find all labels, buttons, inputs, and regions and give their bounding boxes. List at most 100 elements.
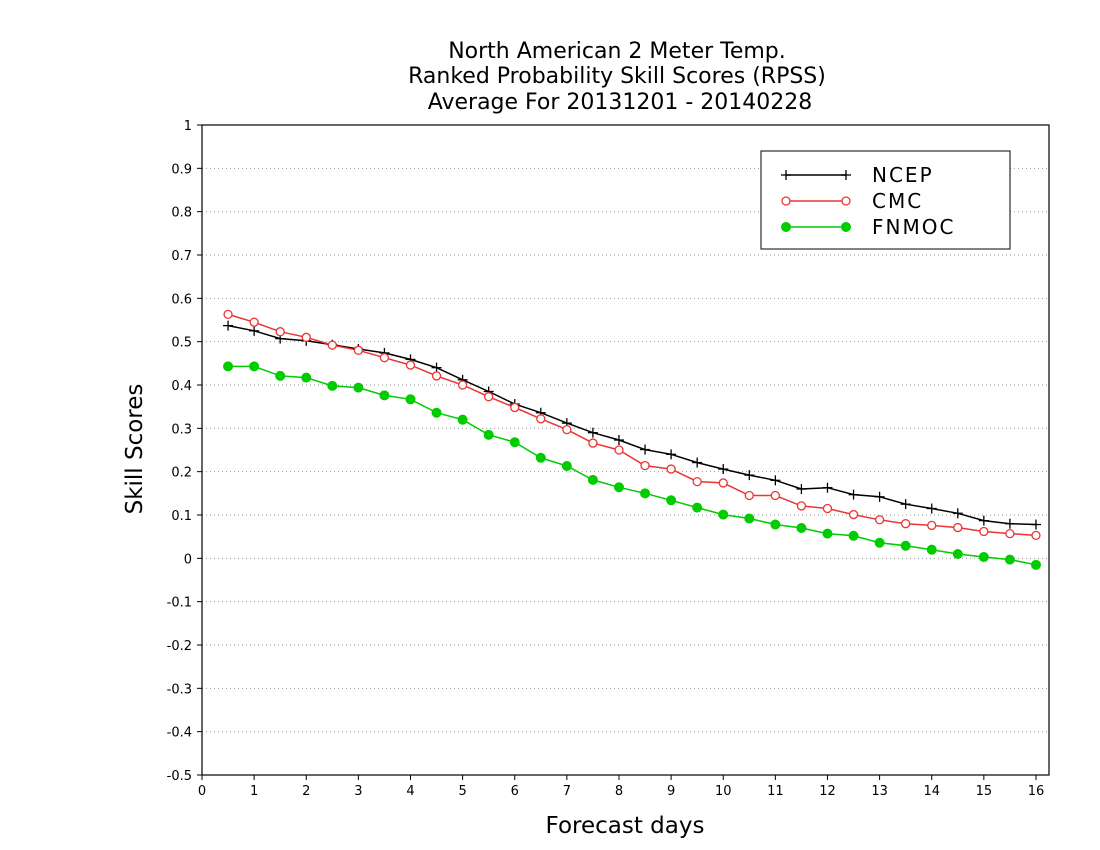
data-point-ncep: [666, 449, 677, 460]
legend-label-fnmoc: FNMOC: [872, 215, 955, 239]
x-tick-label: 16: [1028, 784, 1045, 799]
data-point-fnmoc: [744, 513, 755, 524]
data-point-cmc: [536, 414, 546, 424]
data-point-ncep: [926, 503, 937, 514]
y-tick-label: 0.8: [171, 206, 192, 221]
y-tick-label: 0: [184, 552, 192, 567]
data-point-ncep: [978, 515, 989, 526]
data-point-ncep: [223, 320, 234, 331]
data-point-cmc: [484, 392, 494, 402]
y-tick-label: -0.1: [167, 596, 192, 611]
data-point-ncep: [692, 457, 703, 468]
legend-marker-fnmoc: [781, 222, 791, 232]
series-line-fnmoc: [228, 365, 1037, 566]
legend-marker-fnmoc: [841, 222, 851, 232]
legend-label-cmc: CMC: [872, 189, 923, 213]
data-point-fnmoc: [249, 361, 260, 372]
data-point-fnmoc: [978, 552, 989, 563]
legend-box: [760, 150, 1011, 250]
y-tick-label: -0.5: [167, 769, 192, 784]
y-tick-label: 0.6: [171, 292, 192, 307]
legend-marker-ncep: [781, 170, 791, 180]
y-tick-label: -0.2: [167, 639, 192, 654]
data-point-ncep: [874, 491, 885, 502]
data-point-cmc: [692, 476, 702, 487]
x-tick-label: 4: [406, 784, 414, 799]
data-point-cmc: [901, 519, 911, 529]
data-point-fnmoc: [718, 509, 729, 520]
title-line-1: North American 2 Meter Temp.: [448, 39, 786, 64]
y-tick-label: -0.3: [167, 682, 192, 697]
data-point-fnmoc: [587, 474, 598, 485]
data-point-fnmoc: [223, 361, 234, 372]
data-point-cmc: [379, 353, 390, 363]
data-point-cmc: [510, 402, 520, 413]
data-point-fnmoc: [822, 528, 833, 539]
data-point-cmc: [301, 332, 311, 342]
data-point-fnmoc: [1030, 559, 1041, 570]
data-point-cmc: [431, 371, 442, 381]
y-tick-label: -0.4: [167, 726, 192, 741]
y-tick-label: 0.7: [171, 249, 192, 264]
y-tick-label: 0.4: [171, 379, 192, 394]
x-tick-label: 11: [767, 784, 784, 799]
y-tick-label: 0.5: [171, 336, 192, 351]
legend-entry-cmc: CMC: [781, 189, 923, 213]
data-point-cmc: [588, 438, 598, 448]
data-point-cmc: [1031, 530, 1041, 541]
legend-entry-ncep: NCEP: [781, 163, 932, 187]
y-tick-label: 0.9: [171, 162, 192, 177]
data-point-cmc: [953, 522, 963, 533]
legend-entry-fnmoc: FNMOC: [781, 215, 955, 239]
data-point-fnmoc: [353, 382, 364, 393]
x-tick-label: 10: [715, 784, 732, 799]
data-point-fnmoc: [640, 488, 651, 499]
data-point-fnmoc: [796, 523, 807, 533]
data-point-cmc: [457, 380, 468, 390]
data-point-cmc: [848, 509, 859, 520]
data-point-ncep: [1030, 519, 1041, 530]
data-point-fnmoc: [275, 370, 286, 381]
x-tick-label: 8: [615, 784, 623, 799]
data-point-cmc: [353, 345, 364, 355]
data-point-fnmoc: [301, 372, 312, 383]
data-point-ncep: [613, 435, 624, 446]
series-fnmoc: [223, 361, 1041, 570]
data-point-fnmoc: [405, 394, 416, 405]
data-point-fnmoc: [926, 544, 937, 555]
data-point-fnmoc: [848, 530, 859, 541]
data-point-cmc: [744, 490, 754, 501]
data-point-ncep: [1004, 518, 1015, 529]
y-axis-title: Skill Scores: [122, 384, 148, 515]
data-point-fnmoc: [770, 519, 781, 530]
x-tick-label: 1: [250, 784, 258, 799]
data-point-fnmoc: [535, 452, 546, 463]
series-layer: [223, 309, 1041, 570]
data-point-cmc: [640, 460, 650, 471]
data-point-fnmoc: [1004, 554, 1015, 565]
data-point-cmc: [979, 526, 989, 537]
x-tick-label: 7: [563, 784, 571, 799]
data-point-cmc: [327, 340, 337, 350]
data-point-fnmoc: [561, 461, 572, 472]
data-point-cmc: [223, 309, 233, 320]
data-point-fnmoc: [327, 380, 338, 391]
data-point-cmc: [796, 501, 807, 511]
data-point-fnmoc: [692, 502, 703, 513]
data-point-cmc: [1005, 528, 1015, 539]
data-point-cmc: [405, 360, 416, 370]
legend-marker-cmc: [781, 196, 791, 206]
data-point-cmc: [770, 490, 781, 501]
x-axis-title: Forecast days: [546, 813, 705, 839]
data-point-ncep: [718, 464, 729, 475]
data-point-fnmoc: [900, 540, 911, 551]
data-point-fnmoc: [379, 390, 390, 401]
x-tick-label: 0: [198, 784, 206, 799]
plot-frame: [201, 124, 1050, 776]
data-point-fnmoc: [509, 437, 520, 448]
legend-marker-cmc: [841, 196, 851, 206]
data-point-ncep: [770, 475, 781, 486]
y-tick-label: 1: [184, 119, 192, 134]
